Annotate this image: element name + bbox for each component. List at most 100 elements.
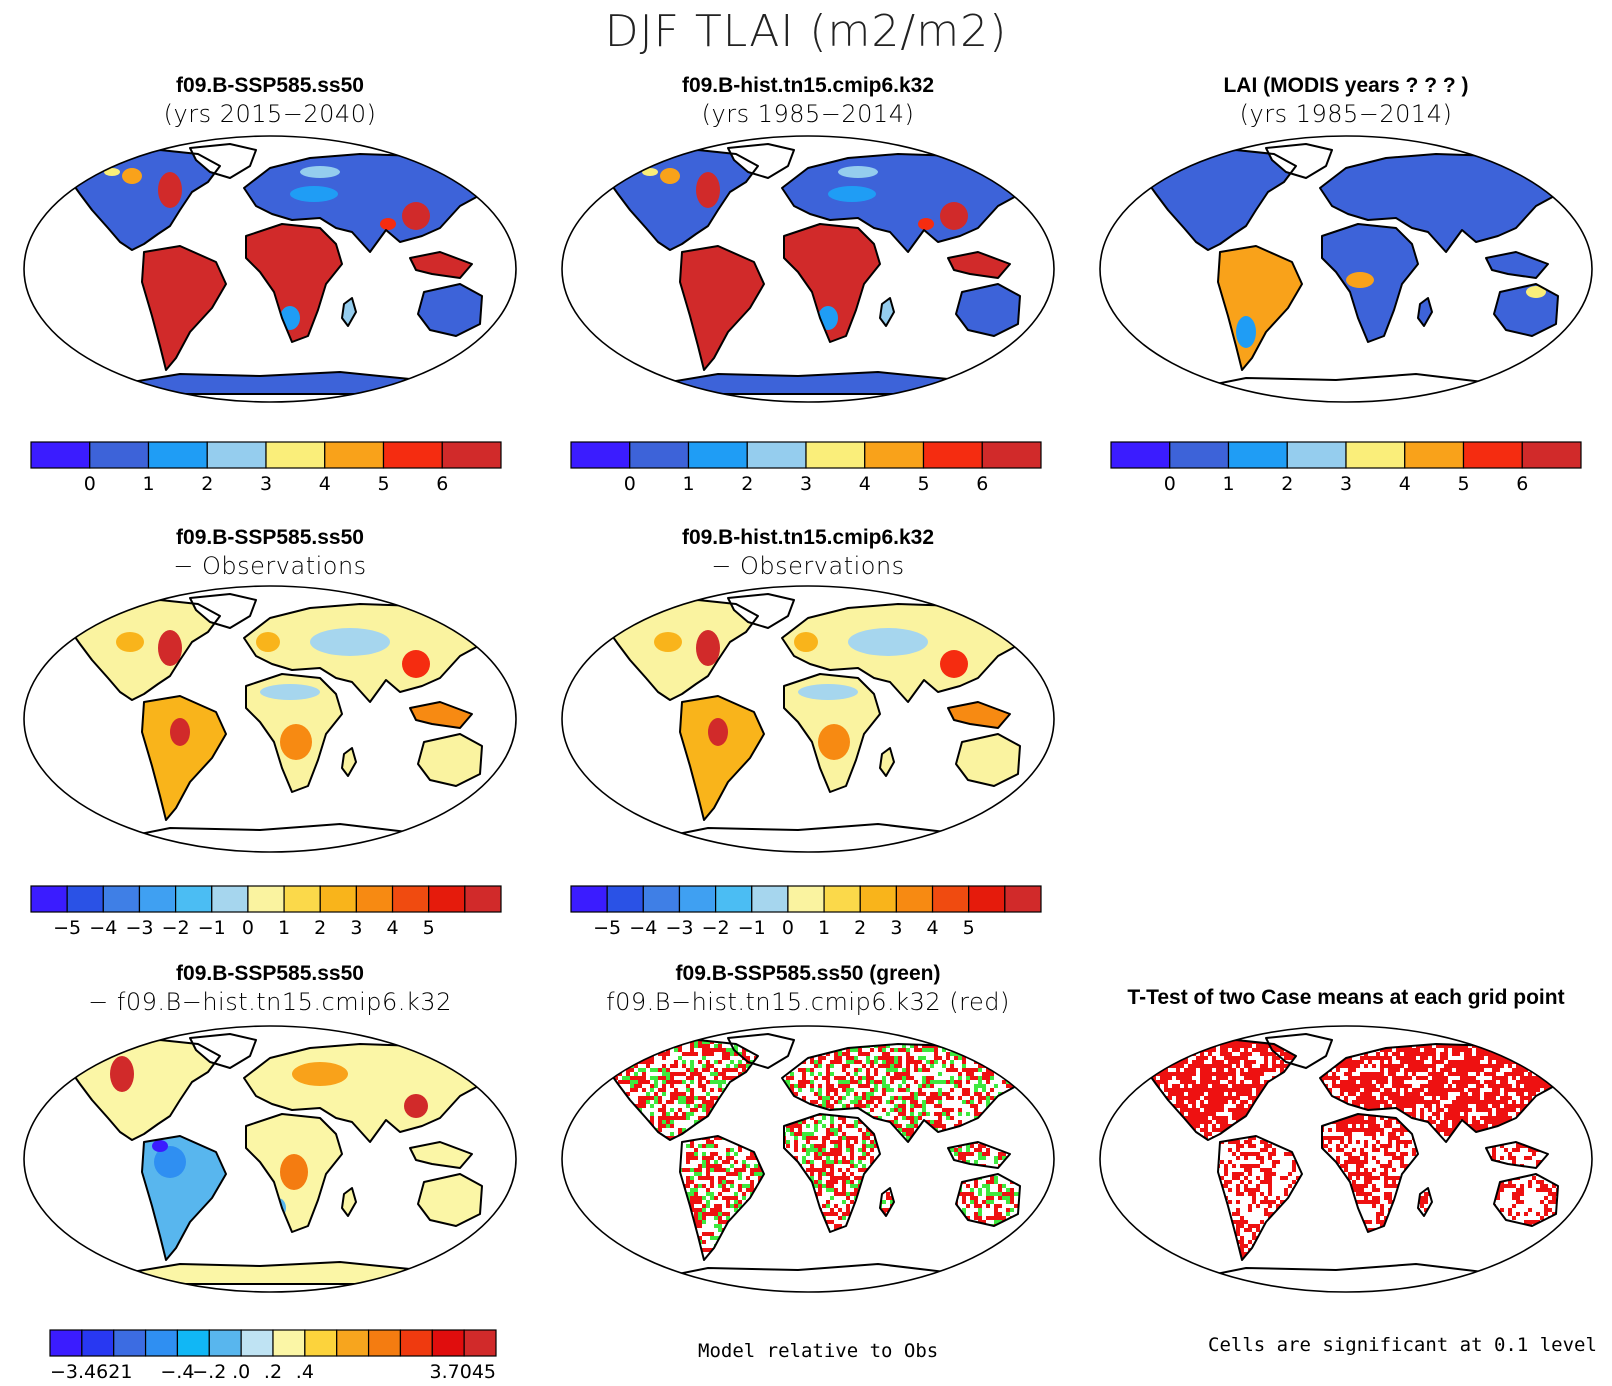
colorbar-tick-label: −2	[702, 917, 730, 939]
field-patch	[402, 202, 430, 230]
field-patch	[660, 168, 680, 184]
colorbar-swatch	[356, 886, 392, 912]
colorbar-tick-label: −2	[162, 917, 190, 939]
colorbar-swatch	[643, 886, 679, 912]
colorbar-tick-label: 5	[917, 473, 929, 495]
colorbar-swatch	[305, 1330, 337, 1356]
colorbar-tick-label: 6	[1516, 473, 1528, 495]
field-patch	[794, 632, 818, 652]
colorbar-tick-label: −5	[593, 917, 621, 939]
world-map	[1096, 132, 1596, 406]
colorbar-tick-label: 5	[963, 917, 975, 939]
colorbar-tick-label: 0	[782, 917, 794, 939]
field-patch	[310, 628, 390, 656]
colorbar-tick-label: 5	[377, 473, 389, 495]
colorbar-tick-label: 1	[142, 473, 154, 495]
colorbar-swatch	[384, 442, 443, 468]
colorbar-swatch	[146, 1330, 178, 1356]
colorbar-swatch	[273, 1330, 305, 1356]
colorbar-tick-label: 4	[386, 917, 398, 939]
field-patch	[300, 166, 340, 178]
colorbar-swatch	[114, 1330, 146, 1356]
colorbar-swatch	[241, 1330, 273, 1356]
colorbar-swatch	[969, 886, 1005, 912]
colorbar-swatch	[429, 886, 465, 912]
colorbar-swatch	[1464, 442, 1523, 468]
field-patch	[380, 218, 396, 230]
colorbar-swatch	[177, 1330, 209, 1356]
colorbar-swatch	[1522, 442, 1581, 468]
colorbar-swatch	[149, 442, 208, 468]
colorbar-tick-label: 0	[1164, 473, 1176, 495]
field-patch	[292, 1062, 348, 1086]
colorbar-tick-label: 1	[278, 917, 290, 939]
colorbar-swatch	[1229, 442, 1288, 468]
colorbar-swatch	[896, 886, 932, 912]
colorbar-swatch	[139, 886, 175, 912]
panel-subtitle: (yrs 1985−2014)	[548, 100, 1068, 128]
figure-title: DJF TLAI (m2/m2)	[0, 6, 1612, 57]
colorbar-tick-label: 0	[84, 473, 96, 495]
colorbar-swatch	[176, 886, 212, 912]
world-map	[20, 132, 520, 406]
colorbar-tick-label: 4	[319, 473, 331, 495]
field-patch	[110, 1056, 134, 1092]
panel-title: f09.B-SSP585.ss50	[10, 526, 530, 550]
field-patch	[152, 1140, 168, 1152]
field-patch	[280, 724, 312, 760]
colorbar-swatch	[806, 442, 865, 468]
colorbar-tick-label: 4	[859, 473, 871, 495]
field-patch	[158, 172, 182, 208]
colorbar-swatch	[82, 1330, 114, 1356]
panel-title: T-Test of two Case means at each grid po…	[1086, 986, 1606, 1010]
panel-title: f09.B-SSP585.ss50	[10, 74, 530, 98]
panel-subtitle: − Observations	[10, 552, 530, 580]
colorbar-tick-label: 0	[624, 473, 636, 495]
field-patch	[940, 650, 968, 678]
field-patch	[280, 1154, 308, 1190]
colorbar-swatch	[465, 886, 501, 912]
colorbar-swatch	[67, 886, 103, 912]
colorbar-tick-label: 2	[314, 917, 326, 939]
colorbar-tick-label: 4	[1399, 473, 1411, 495]
field-patch	[848, 628, 928, 656]
colorbar-tick-label: 2	[201, 473, 213, 495]
colorbar-tick-label: 2	[1281, 473, 1293, 495]
colorbar-swatch	[400, 1330, 432, 1356]
colorbar-swatch	[788, 886, 824, 912]
field-patch	[260, 684, 320, 700]
colorbar-swatch	[1111, 442, 1170, 468]
world-map	[558, 582, 1058, 856]
field-patch	[696, 630, 720, 666]
colorbar-swatch	[571, 886, 607, 912]
field-patch	[404, 1094, 428, 1118]
colorbar-swatch	[212, 886, 248, 912]
field-patch	[402, 650, 430, 678]
colorbar-swatch	[571, 442, 630, 468]
colorbar-swatch	[752, 886, 788, 912]
field-patch	[918, 218, 934, 230]
colorbar-swatch	[369, 1330, 401, 1356]
colorbar-swatch	[824, 886, 860, 912]
colorbar-tick-label: −3	[665, 917, 693, 939]
world-map	[20, 582, 520, 856]
colorbar-tick-label: 2	[854, 917, 866, 939]
colorbar-swatch	[103, 886, 139, 912]
colorbar-swatch	[1346, 442, 1405, 468]
colorbar-swatch	[320, 886, 356, 912]
significance-note: Cells are significant at 0.1 level	[1208, 1334, 1597, 1356]
colorbar-swatch	[207, 442, 266, 468]
colorbar-swatch	[865, 442, 924, 468]
colorbar-swatch	[325, 442, 384, 468]
field-patch	[838, 166, 878, 178]
colorbar-swatch	[248, 886, 284, 912]
field-patch	[170, 718, 190, 746]
panel-subtitle: − Observations	[548, 552, 1068, 580]
panel-subtitle: (yrs 2015−2040)	[10, 100, 530, 128]
field-patch	[158, 630, 182, 666]
panel-subtitle: (yrs 1985−2014)	[1086, 100, 1606, 128]
field-patch	[122, 168, 142, 184]
